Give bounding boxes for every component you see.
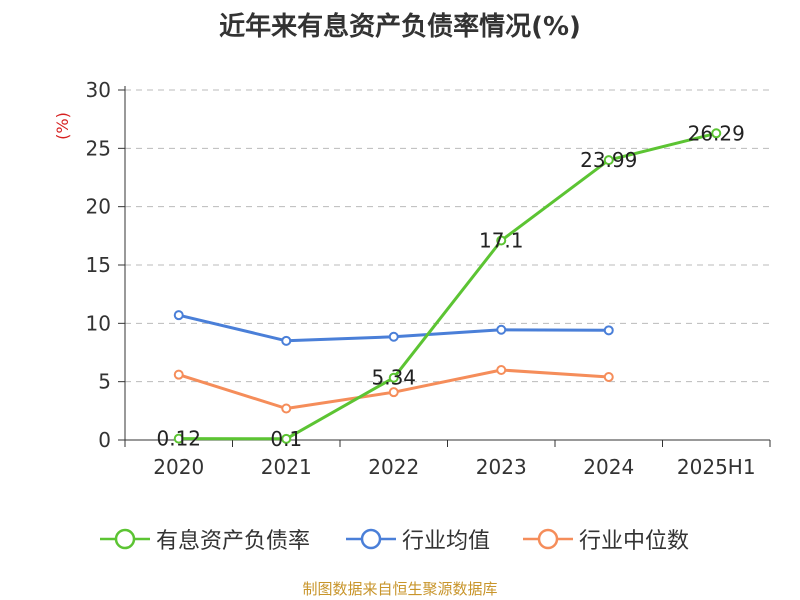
- data-point: [496, 324, 507, 335]
- x-tick-label: 2024: [583, 455, 634, 479]
- x-tick-label: 2022: [368, 455, 419, 479]
- data-label: 26.29: [688, 121, 745, 145]
- y-tick-label: 25: [86, 136, 111, 160]
- legend-item-industry-median[interactable]: 行业中位数: [523, 522, 689, 556]
- data-label: 17.1: [479, 229, 524, 253]
- axes: [118, 86, 771, 447]
- legend-marker-icon: [100, 528, 150, 550]
- grid-lines: [125, 89, 770, 383]
- data-point: [281, 403, 292, 414]
- legend-item-industry-mean[interactable]: 行业均值: [346, 522, 490, 556]
- data-point: [173, 369, 184, 380]
- data-point: [388, 387, 399, 398]
- y-unit-label: (%): [53, 112, 72, 140]
- legend-label: 行业中位数: [579, 529, 690, 554]
- data-source-note: 制图数据来自恒生聚源数据库: [302, 580, 498, 598]
- y-tick-labels: 0 5 10 15 20 25 30: [86, 78, 111, 452]
- data-point: [496, 365, 507, 375]
- y-tick-label: 20: [86, 195, 111, 219]
- x-tick-label: 2021: [261, 455, 312, 479]
- y-tick-label: 0: [98, 428, 111, 452]
- legend-label: 有息资产负债率: [156, 529, 311, 554]
- data-point: [603, 372, 614, 382]
- data-label: 23.99: [580, 148, 637, 172]
- legend-marker-icon: [346, 528, 396, 550]
- y-tick-label: 15: [86, 253, 111, 277]
- data-label: 5.34: [371, 366, 416, 390]
- data-point: [173, 310, 184, 321]
- data-point: [281, 335, 292, 346]
- series-line: [178, 131, 717, 441]
- legend-label: 行业均值: [402, 529, 491, 554]
- data-point: [496, 235, 507, 246]
- data-point: [173, 433, 184, 444]
- data-label: 0.12: [156, 427, 201, 451]
- x-tick-label: 2023: [476, 455, 527, 479]
- x-tick-label: 2020: [153, 455, 204, 479]
- legend-item-debt-ratio[interactable]: 有息资产负债率: [100, 522, 310, 556]
- data-point: [388, 331, 399, 342]
- y-tick-label: 5: [98, 370, 111, 394]
- legend: 有息资产负债率 行业均值 行业中位数: [0, 522, 800, 556]
- y-tick-label: 30: [86, 78, 111, 102]
- legend-marker-icon: [523, 528, 573, 550]
- data-point: [603, 155, 614, 166]
- data-point: [711, 128, 722, 139]
- y-tick-label: 10: [86, 311, 111, 335]
- series-lines: [173, 128, 722, 444]
- x-tick-labels: 2020 2021 2022 2023 2024 2025H1: [153, 455, 755, 479]
- data-point: [388, 372, 399, 383]
- chart-title: 近年来有息资产负债率情况(%): [219, 12, 581, 42]
- data-point: [281, 433, 292, 444]
- data-label: 0.1: [270, 427, 302, 451]
- x-tick-label: 2025H1: [677, 455, 756, 479]
- data-point: [603, 325, 614, 336]
- data-labels: 0.12 0.1 5.34 17.1 23.99 26.29: [156, 121, 744, 451]
